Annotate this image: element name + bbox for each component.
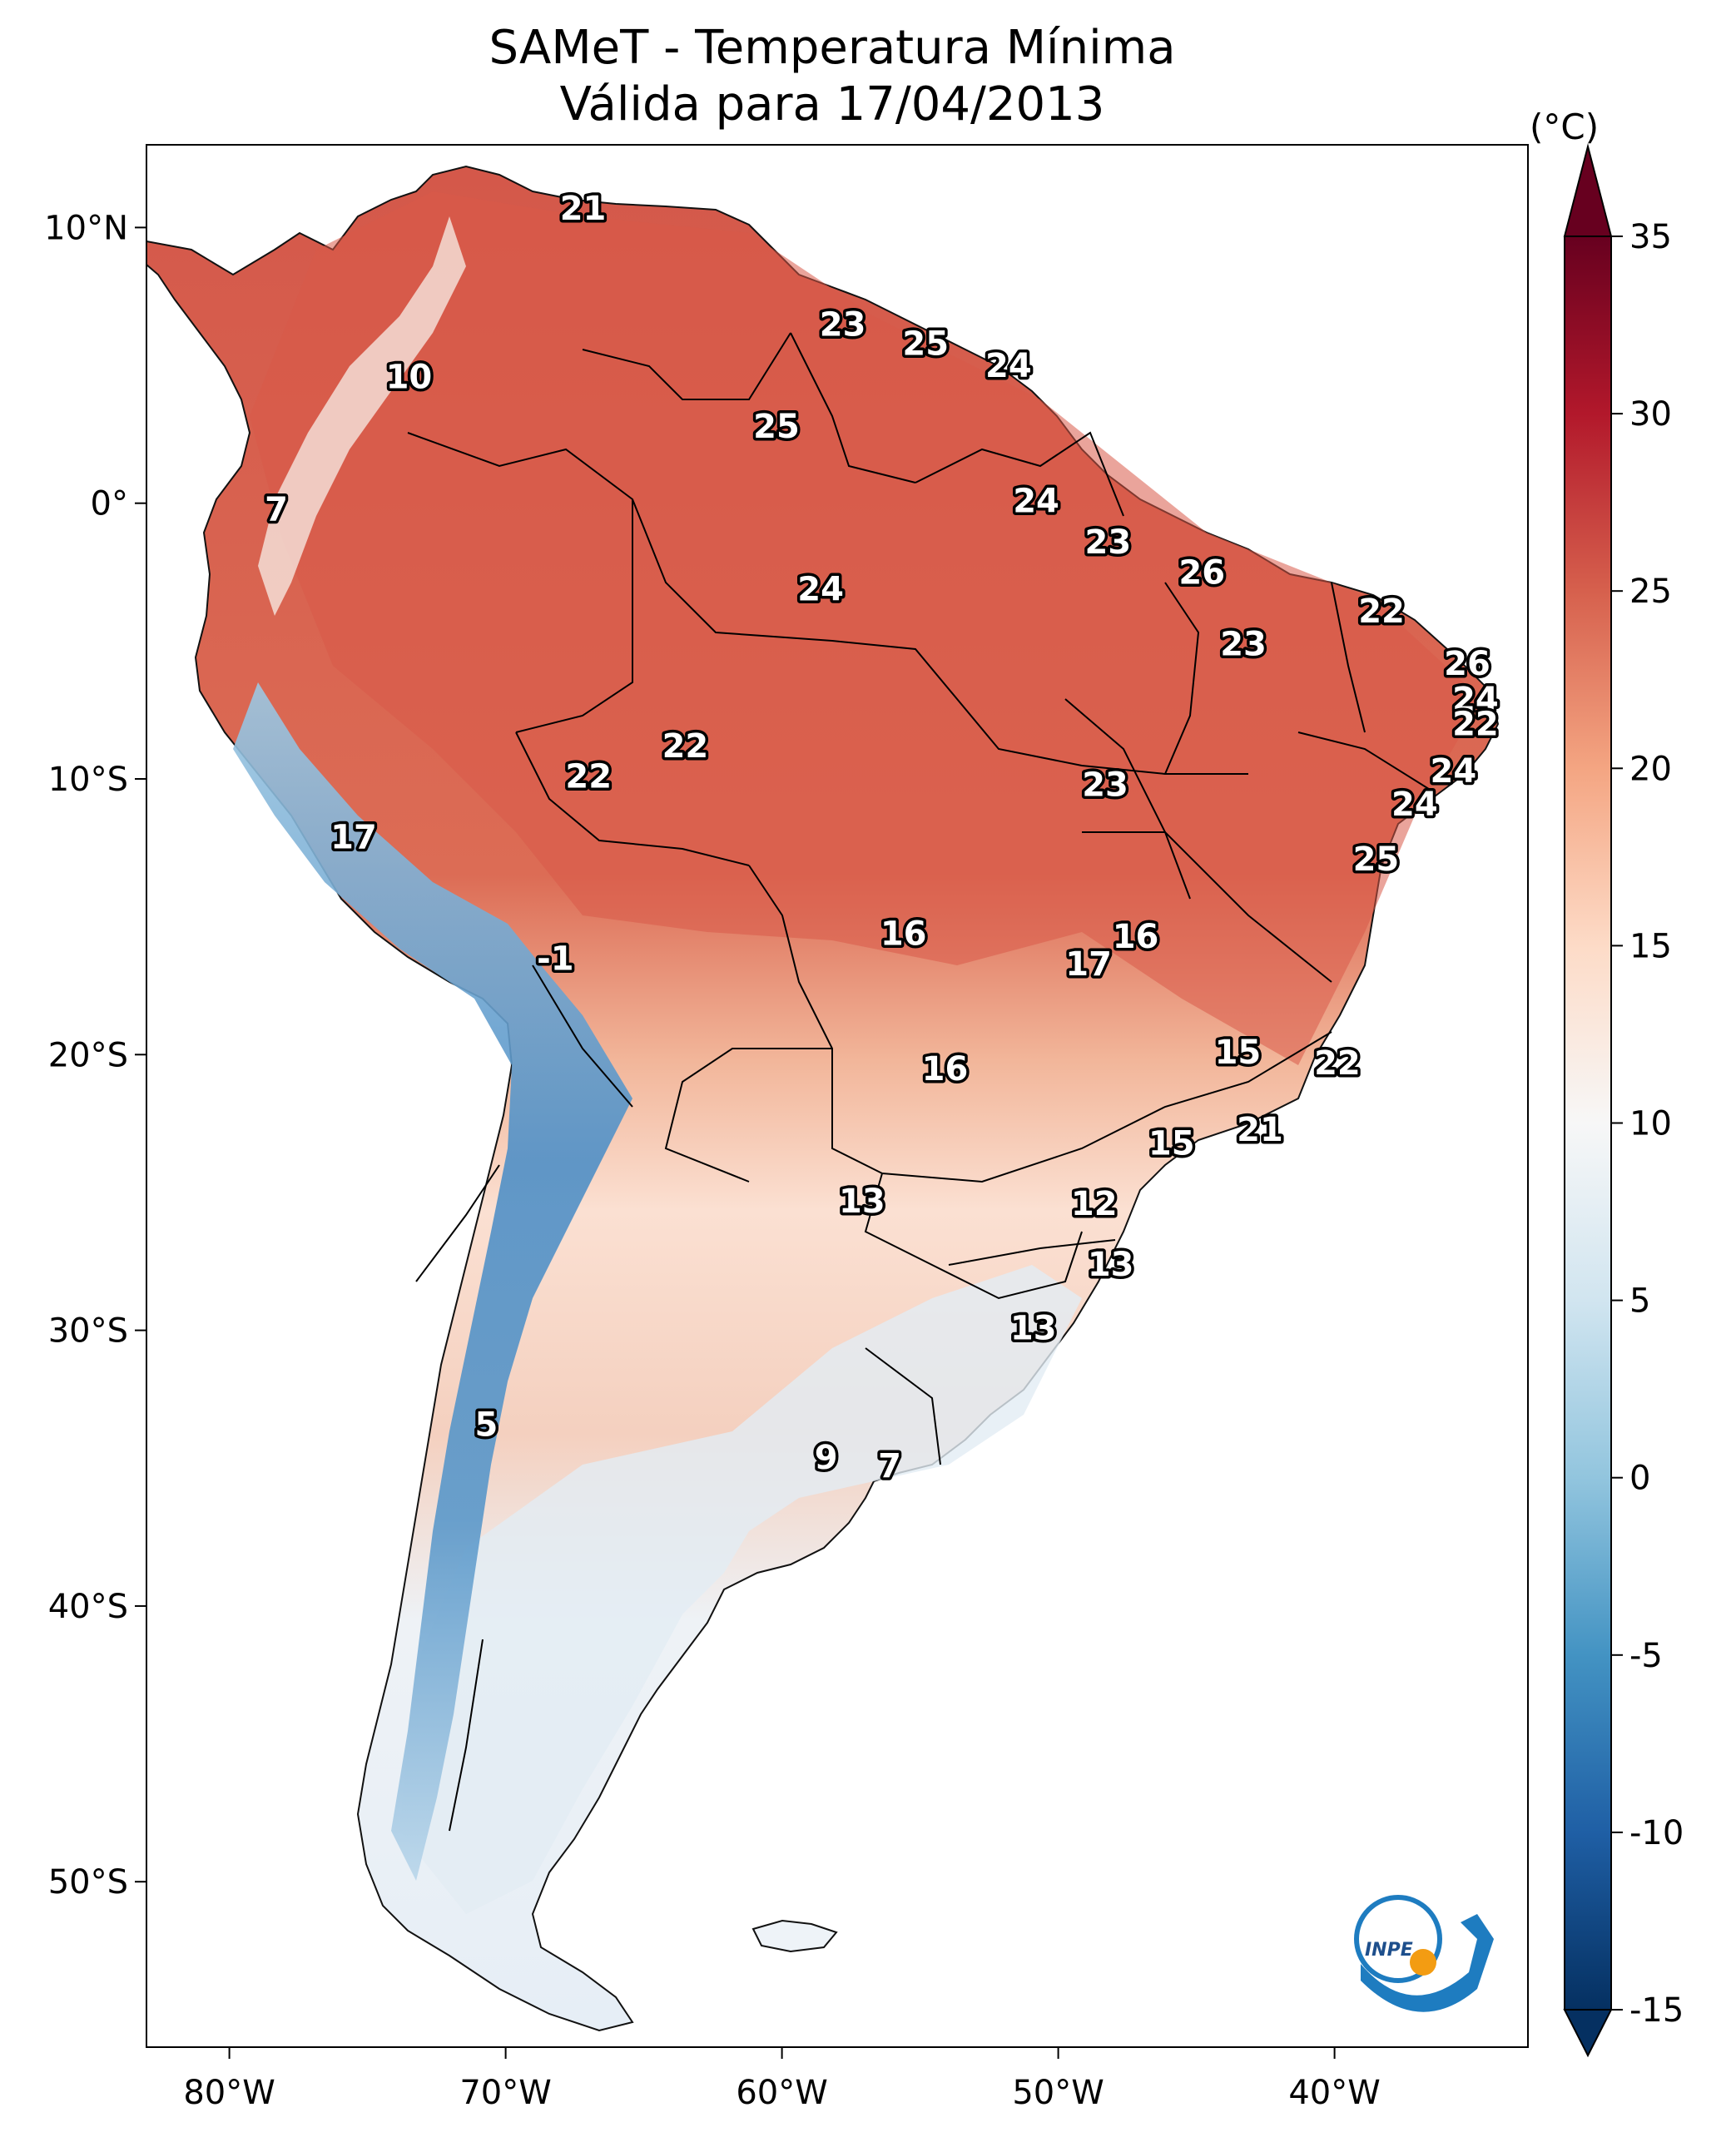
logo-sun-icon (1410, 1949, 1436, 1976)
colorbar-tick-label: 0 (1629, 1460, 1650, 1498)
station-value-label: 23 (1082, 766, 1128, 805)
northern-andes (258, 216, 466, 616)
station-value-label: 9 (815, 1439, 838, 1477)
station-value-label: 17 (1065, 945, 1112, 984)
station-value-label: 15 (1148, 1124, 1195, 1163)
station-value-label: 7 (878, 1447, 901, 1485)
station-value-label: 24 (797, 570, 844, 608)
station-value-label: 15 (1215, 1034, 1262, 1072)
logo-ring-icon (1354, 1895, 1442, 1983)
station-value-label: 24 (1391, 786, 1438, 824)
lon-tick-label: 40°W (1288, 2074, 1380, 2112)
station-value-label: 7 (265, 490, 288, 528)
station-value-label: 16 (1113, 918, 1159, 956)
lat-tick-label: 20°S (48, 1036, 128, 1074)
colorbar-tick-label: 30 (1629, 395, 1672, 434)
colorbar-tick-label: -15 (1629, 1991, 1684, 2030)
colorbar-tick-label: -5 (1629, 1637, 1663, 1675)
cool-zone (399, 1265, 1082, 1914)
colorbar-ticks: 35 30 25 20 15 10 5 0 -5 -10 -15 (1611, 218, 1684, 2030)
station-value-label: 5 (474, 1406, 498, 1444)
station-value-label: 12 (1071, 1185, 1118, 1223)
station-value-label: 10 (386, 358, 433, 396)
station-value-label: 25 (902, 325, 949, 364)
colorbar-max-extend (1563, 143, 1613, 237)
falkland-islands (751, 1919, 838, 1953)
station-value-label: 13 (1010, 1309, 1057, 1347)
station-value-label: 22 (1452, 706, 1499, 744)
country-borders (407, 332, 1432, 1832)
colorbar-tick-label: 25 (1629, 573, 1672, 611)
colorbar-tick-label: -10 (1629, 1814, 1684, 1852)
colorbar-tick-label: 20 (1629, 750, 1672, 788)
lat-tick-label: 10°S (48, 761, 128, 799)
station-value-label: 22 (565, 758, 612, 796)
station-value-label: 23 (1085, 523, 1132, 562)
station-value-label: 21 (560, 190, 607, 228)
colorbar-tick-label: 35 (1629, 218, 1672, 256)
station-value-label: 24 (1431, 752, 1477, 791)
plot-frame (146, 144, 1529, 2048)
station-value-label: 22 (1314, 1044, 1361, 1083)
colorbar-tick-label: 10 (1629, 1105, 1672, 1143)
station-value-label: 24 (985, 347, 1032, 385)
station-value-label: 22 (662, 727, 709, 766)
station-value-label: 25 (753, 408, 800, 446)
lon-tick-label: 80°W (183, 2074, 275, 2112)
station-value-label: 23 (820, 305, 866, 344)
lon-tick-label: 70°W (459, 2074, 551, 2112)
longitude-ticks: 80°W 70°W 60°W 50°W 40°W (183, 2047, 1381, 2112)
warm-zone (250, 191, 1481, 1065)
latitude-ticks: 10°N 0° 10°S 20°S 30°S 40°S 50°S (44, 209, 146, 1902)
lat-tick-label: 30°S (48, 1312, 128, 1351)
station-value-label: 24 (1452, 681, 1499, 719)
map-title-line2: Válida para 17/04/2013 (559, 77, 1105, 131)
logo-text: INPE (1365, 1940, 1413, 1961)
station-value-label: 17 (330, 819, 377, 857)
station-value-label: 13 (839, 1183, 885, 1221)
lon-tick-label: 60°W (736, 2074, 827, 2112)
lat-tick-label: 10°N (44, 209, 128, 247)
lon-tick-label: 50°W (1012, 2074, 1104, 2112)
colorbar-min-extend (1563, 2009, 1613, 2058)
station-value-label: -1 (537, 940, 573, 978)
colorbar-unit-label: (°C) (1530, 107, 1600, 147)
station-value-label: 26 (1178, 554, 1225, 593)
lat-tick-label: 50°S (48, 1863, 128, 1902)
colorbar-tick-label: 5 (1629, 1282, 1650, 1321)
lat-tick-label: 0° (91, 485, 128, 523)
station-value-label: 24 (1013, 482, 1059, 520)
station-value-label: 21 (1237, 1111, 1283, 1149)
colorbar: 35 30 25 20 15 10 5 0 -5 -10 -15 (1563, 143, 1684, 2058)
logo-arrow-icon (1361, 1914, 1494, 2012)
map-title-line1: SAMeT - Temperatura Mínima (489, 21, 1176, 75)
station-value-label: 16 (922, 1050, 969, 1088)
lat-tick-label: 40°S (48, 1588, 128, 1626)
station-value-label: 16 (880, 915, 927, 954)
station-value-label: 23 (1220, 626, 1267, 664)
station-value-label: 26 (1444, 645, 1490, 683)
colorbar-tick-label: 15 (1629, 927, 1672, 965)
station-value-label: 22 (1358, 593, 1405, 631)
station-value-label: 13 (1088, 1246, 1134, 1284)
station-value-label: 25 (1353, 840, 1400, 879)
andes-cold-ridge (233, 682, 632, 1881)
inpe-logo: INPE (1354, 1895, 1494, 2012)
